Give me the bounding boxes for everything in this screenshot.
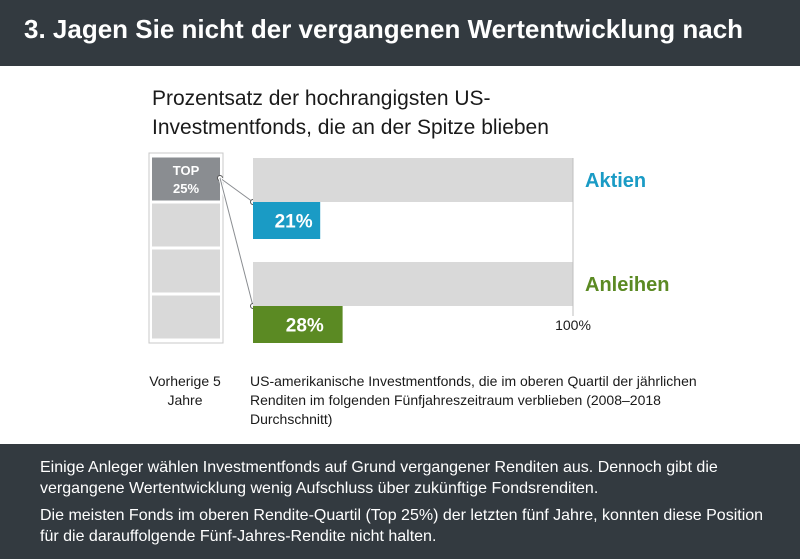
legend-previous-years: Vorherige 5 Jahre xyxy=(149,373,221,408)
bar-tracks xyxy=(253,158,573,306)
quartile-segment xyxy=(152,249,220,293)
quartile-top-segment xyxy=(152,157,220,201)
top-label-line2: 25% xyxy=(173,181,199,196)
bar-track xyxy=(253,262,573,306)
bar-value-label: 28% xyxy=(286,316,324,337)
page-title: 3. Jagen Sie nicht der vergangenen Werte… xyxy=(24,14,744,44)
bar-aktien xyxy=(253,202,321,239)
bar-labels: 21% Aktien 28% Anleihen xyxy=(275,170,670,337)
bar-chart: TOP 25% 21% Aktien 28% Anleihen 100% xyxy=(148,152,670,344)
bar-track xyxy=(253,158,573,202)
bar-anleihen xyxy=(253,306,343,343)
bar-value-label: 21% xyxy=(275,212,313,233)
category-label: Anleihen xyxy=(585,274,669,296)
chart-panel: Prozentsatz der hochrangigsten US-Invest… xyxy=(0,66,800,559)
chart-subtitle: Prozentsatz der hochrangigsten US-Invest… xyxy=(152,87,549,139)
quartile-segment xyxy=(152,203,220,247)
category-label: Aktien xyxy=(585,170,646,192)
quartile-box: TOP 25% xyxy=(148,152,224,344)
quartile-segment xyxy=(152,295,220,339)
max-label: 100% xyxy=(555,317,591,333)
connector-line xyxy=(219,177,254,307)
bars xyxy=(253,202,343,343)
top-label-line1: TOP xyxy=(173,163,200,178)
legend-description: US-amerikanische Investmentfonds, die im… xyxy=(250,373,697,427)
connector-line xyxy=(219,177,254,203)
